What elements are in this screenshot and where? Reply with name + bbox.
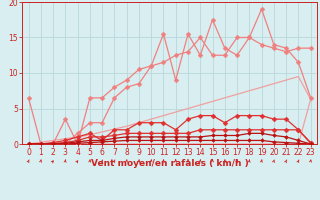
X-axis label: Vent moyen/en rafales ( km/h ): Vent moyen/en rafales ( km/h ) [91, 159, 248, 168]
